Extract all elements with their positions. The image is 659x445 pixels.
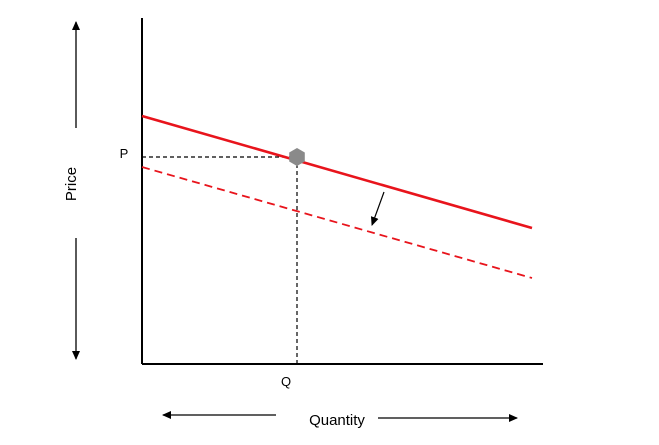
shift-arrow: [370, 191, 385, 226]
equilibrium-point: [289, 148, 305, 166]
price-marker-label: P: [120, 146, 129, 161]
original-demand-curve: [141, 114, 533, 230]
x-axis-label: Quantity: [309, 412, 365, 429]
shifted-demand-curve: [141, 166, 533, 279]
price-axis-indicator: Price: [63, 21, 80, 360]
quantity-marker-label: Q: [281, 374, 291, 389]
y-axis-label: Price: [63, 167, 80, 201]
quantity-axis-indicator: Quantity: [162, 411, 518, 429]
